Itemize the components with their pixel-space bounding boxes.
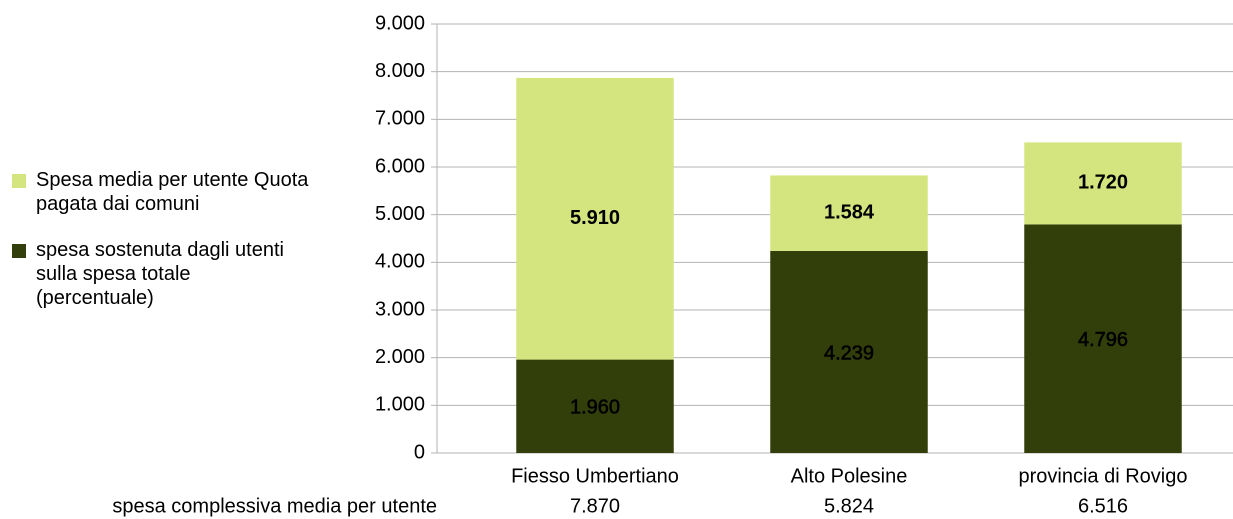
y-tick-label: 8.000 [375, 60, 425, 82]
legend-label: Spesa media per utente Quota pagata dai … [36, 169, 309, 215]
bar-segment [516, 359, 674, 453]
y-tick-label: 7.000 [375, 108, 425, 130]
x-tick-label: Fiesso Umbertiano [511, 465, 679, 487]
bar-segment [1024, 142, 1182, 225]
legend-item: Spesa media per utente Quota pagata dai … [12, 168, 342, 216]
y-tick-label: 9.000 [375, 12, 425, 34]
total-value: 5.824 [824, 495, 874, 517]
data-label: 5.910 [570, 207, 620, 229]
y-tick-label: 4.000 [375, 251, 425, 273]
y-tick-label: 6.000 [375, 155, 425, 177]
bar-segment [770, 250, 928, 453]
y-tick-label: 1.000 [375, 394, 425, 416]
total-value: 7.870 [570, 495, 620, 517]
x-tick-label: provincia di Rovigo [1019, 465, 1188, 487]
data-label: 4.796 [1078, 329, 1128, 351]
y-tick-label: 2.000 [375, 346, 425, 368]
y-tick-label: 5.000 [375, 203, 425, 225]
data-label: 1.720 [1078, 172, 1128, 194]
data-label: 4.239 [824, 342, 874, 364]
bar-segment [516, 77, 674, 360]
bar-segment [1024, 224, 1182, 453]
y-tick-label: 3.000 [375, 298, 425, 320]
bar-segment [770, 175, 928, 251]
total-value: 6.516 [1078, 495, 1128, 517]
legend-label: spesa sostenuta dagli utenti sulla spesa… [36, 239, 284, 309]
data-label: 1.960 [570, 397, 620, 419]
legend-swatch [12, 244, 26, 258]
y-tick-label: 0 [414, 441, 425, 463]
legend-swatch [12, 174, 26, 188]
total-row-label: spesa complessiva media per utente [112, 495, 437, 517]
data-label: 1.584 [824, 201, 875, 223]
x-tick-label: Alto Polesine [791, 465, 908, 487]
legend-item: spesa sostenuta dagli utenti sulla spesa… [12, 238, 342, 310]
legend: Spesa media per utente Quota pagata dai … [12, 168, 342, 332]
